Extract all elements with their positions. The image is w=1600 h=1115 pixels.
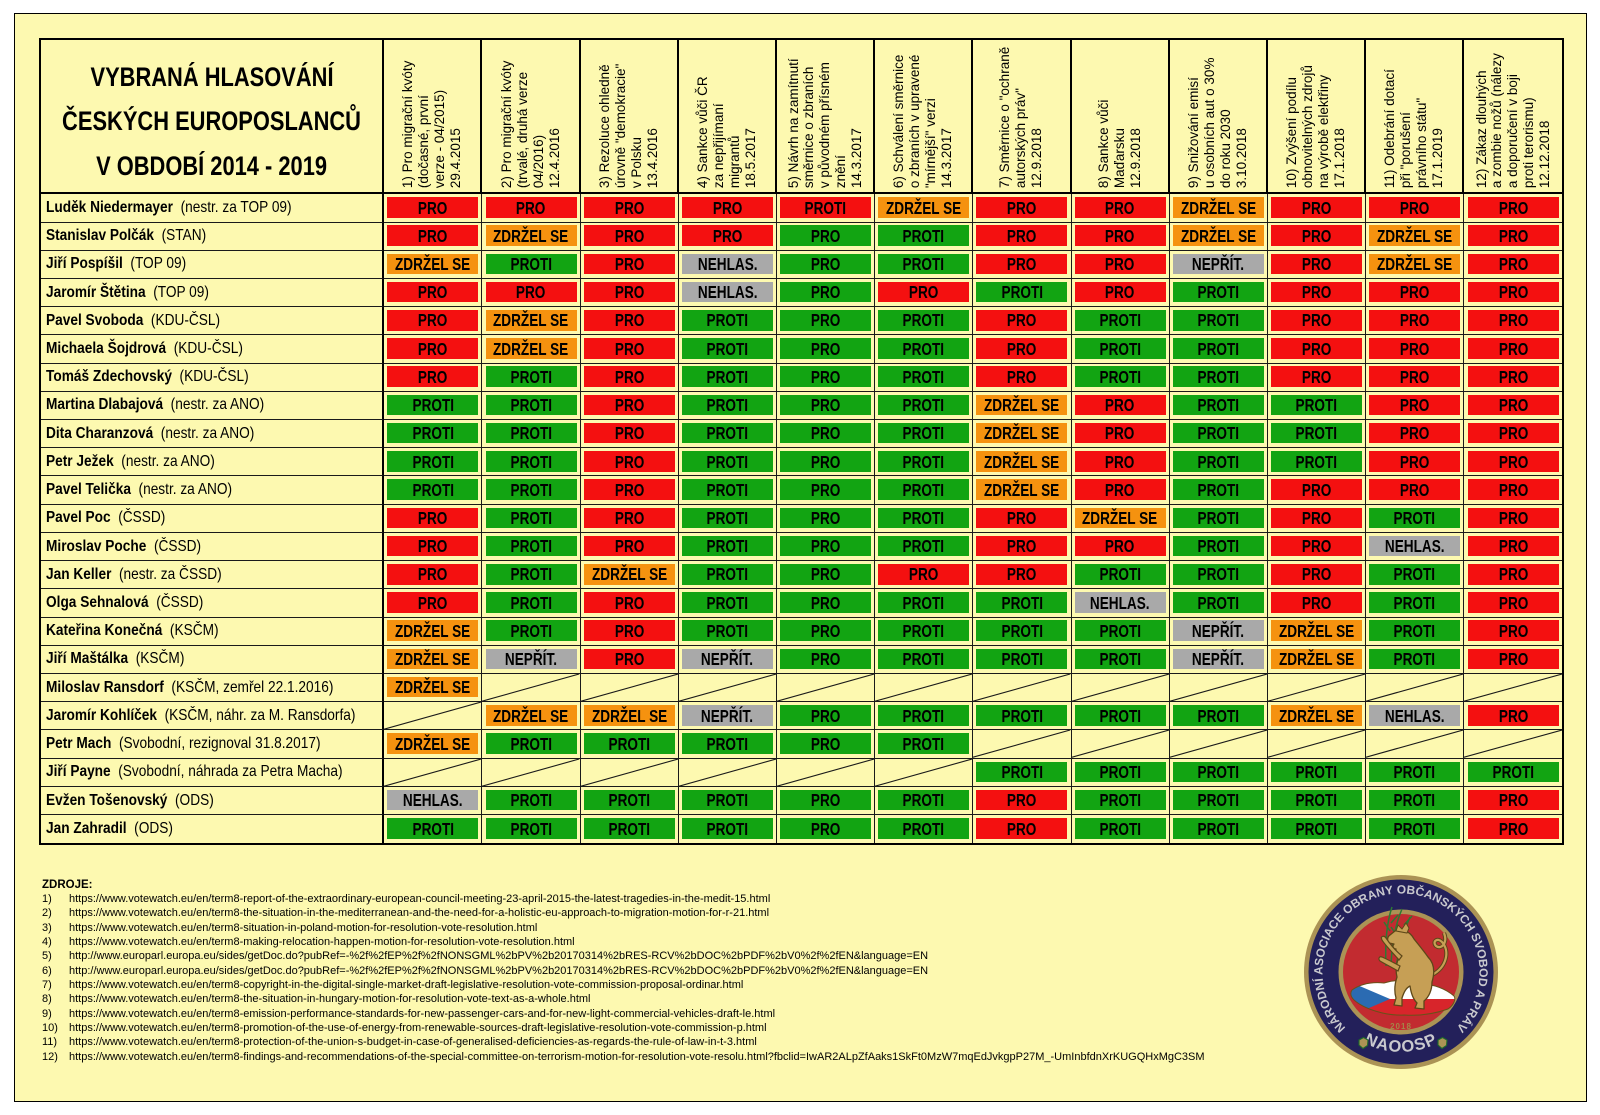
svg-text:2018: 2018 xyxy=(1390,1022,1412,1031)
